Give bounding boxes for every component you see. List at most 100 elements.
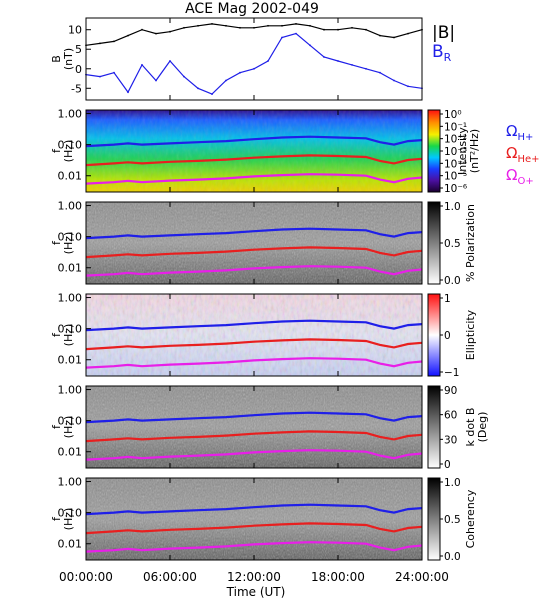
legend-omega-H-plus: ΩH+ (506, 122, 533, 143)
data-point (309, 24, 311, 27)
y-tick-label: 0.10 (58, 323, 83, 336)
legend-b-radial: BR (432, 42, 452, 64)
data-point (281, 24, 283, 27)
colorbar-tick-label: 0.0 (444, 275, 461, 287)
data-point (127, 34, 129, 37)
colorbar (427, 385, 441, 469)
y-tick-label: 0.10 (58, 507, 83, 520)
colorbar-tick-label: 1.0 (444, 477, 461, 489)
panel-3: 1.00 0.10 0.01 1.0 0.5 0.0% Polarization f (Hz) (50, 200, 477, 287)
y-axis-label: B (50, 55, 63, 63)
colorbar (427, 201, 441, 285)
data-point (379, 34, 381, 37)
spectrogram-texture (86, 110, 422, 192)
legend-omega-symbol: Ω (506, 144, 517, 162)
data-point (239, 71, 241, 74)
gyrofrequency-line-He-plus (85, 246, 423, 259)
data-point (155, 79, 157, 82)
data-point (295, 23, 297, 25)
y-tick-label: 0.01 (58, 354, 83, 367)
colorbar-tick-label: 10⁻¹ (444, 121, 467, 133)
y-tick-label: 0.01 (58, 538, 83, 551)
colorbar-label: Coherency (464, 489, 477, 548)
data-point (393, 79, 395, 82)
colorbar (427, 109, 441, 193)
panel-4: 1.00 0.10 0.01 1 0 −1 Ellipticity f (Hz) (50, 292, 477, 379)
colorbar-tick-label: 0 (444, 330, 451, 342)
y-tick-label: 10 (68, 24, 82, 37)
x-tick-label: 06:00:00 (143, 570, 197, 584)
gyrofrequency-line-O-plus (85, 449, 423, 461)
gyrofrequency-line-H-plus (85, 503, 423, 516)
data-point (309, 44, 311, 47)
gyrofrequency-line-H-plus (85, 319, 423, 332)
gyrofrequency-line-O-plus (85, 265, 423, 277)
panel-5: 1.00 0.10 0.01 90 60 30 0 k dot B (Deg) f (Hz) (50, 384, 489, 471)
x-axis-label: Time (UT) (226, 585, 286, 599)
y-tick-label: 5 (75, 43, 82, 56)
x-tick-label: 24:00:00 (395, 570, 449, 584)
data-point (351, 26, 353, 29)
legend-omega-subscript: H+ (517, 132, 533, 143)
data-point (365, 28, 367, 31)
data-point (211, 93, 213, 95)
y-tick-label: 1.00 (58, 200, 83, 213)
data-point (323, 28, 325, 31)
gyrofrequency-line-H-plus (85, 227, 423, 240)
x-tick-label: 00:00:00 (59, 570, 113, 584)
data-point (379, 71, 381, 74)
y-tick-label: 0.01 (58, 170, 83, 183)
y-tick-label: 1.00 (58, 108, 83, 121)
y-axis-unit: (Hz) (62, 140, 75, 163)
y-tick-label: 0.01 (58, 446, 83, 459)
data-point (169, 60, 171, 62)
colorbar-label: % Polarization (464, 204, 477, 282)
data-point (127, 91, 129, 94)
data-point (183, 75, 185, 78)
gyrofrequency-line-H-plus (85, 135, 423, 148)
y-axis-unit: (nT) (62, 48, 75, 70)
legend-b-radial-name: B (432, 42, 444, 62)
data-point (211, 23, 213, 25)
gyrofrequency-line-He-plus (85, 522, 423, 535)
y-axis-label: f (50, 424, 63, 429)
colorbar-unit: (Deg) (476, 412, 489, 443)
gyrofrequency-line-He-plus (85, 430, 423, 443)
gyrofrequency-line-He-plus (85, 338, 423, 351)
colorbar-tick-label: 90 (444, 385, 457, 397)
data-point (155, 32, 157, 35)
data-point (323, 56, 325, 58)
gyrofrequency-line-O-plus (85, 357, 423, 369)
gyrofrequency-line-O-plus (85, 173, 423, 185)
y-axis-unit: (Hz) (62, 324, 75, 347)
legend-omega-symbol: Ω (506, 166, 517, 184)
y-tick-label: 1.00 (58, 384, 83, 397)
gyrofrequency-line-O-plus (85, 541, 423, 553)
legend-b-magnitude: |B| (432, 23, 455, 43)
data-point (239, 26, 241, 29)
colorbar-tick-label: 10⁻⁶ (444, 183, 467, 195)
data-point (267, 60, 269, 62)
y-axis-label: f (50, 240, 63, 245)
y-tick-label: 1.00 (58, 292, 83, 305)
data-point (253, 26, 255, 29)
legend-omega-subscript: He+ (517, 154, 539, 165)
y-tick-label: 1.00 (58, 476, 83, 489)
spectrogram-texture (86, 386, 422, 468)
gyrofrequency-line-He-plus (85, 154, 423, 167)
x-axis: 00:00:00 06:00:00 12:00:00 18:00:00 24:00:00… (59, 570, 449, 599)
data-point (99, 42, 101, 45)
colorbar-tick-label: 10⁻² (444, 134, 467, 146)
colorbar (427, 477, 441, 561)
legend-omega-symbol: Ω (506, 122, 517, 140)
data-point (407, 32, 409, 35)
colorbar-tick-label: 10⁰ (444, 109, 462, 121)
x-tick-label: 12:00:00 (227, 570, 281, 584)
data-point (393, 36, 395, 39)
colorbar-tick-label: 60 (444, 410, 457, 422)
y-tick-label: 0 (75, 63, 82, 76)
